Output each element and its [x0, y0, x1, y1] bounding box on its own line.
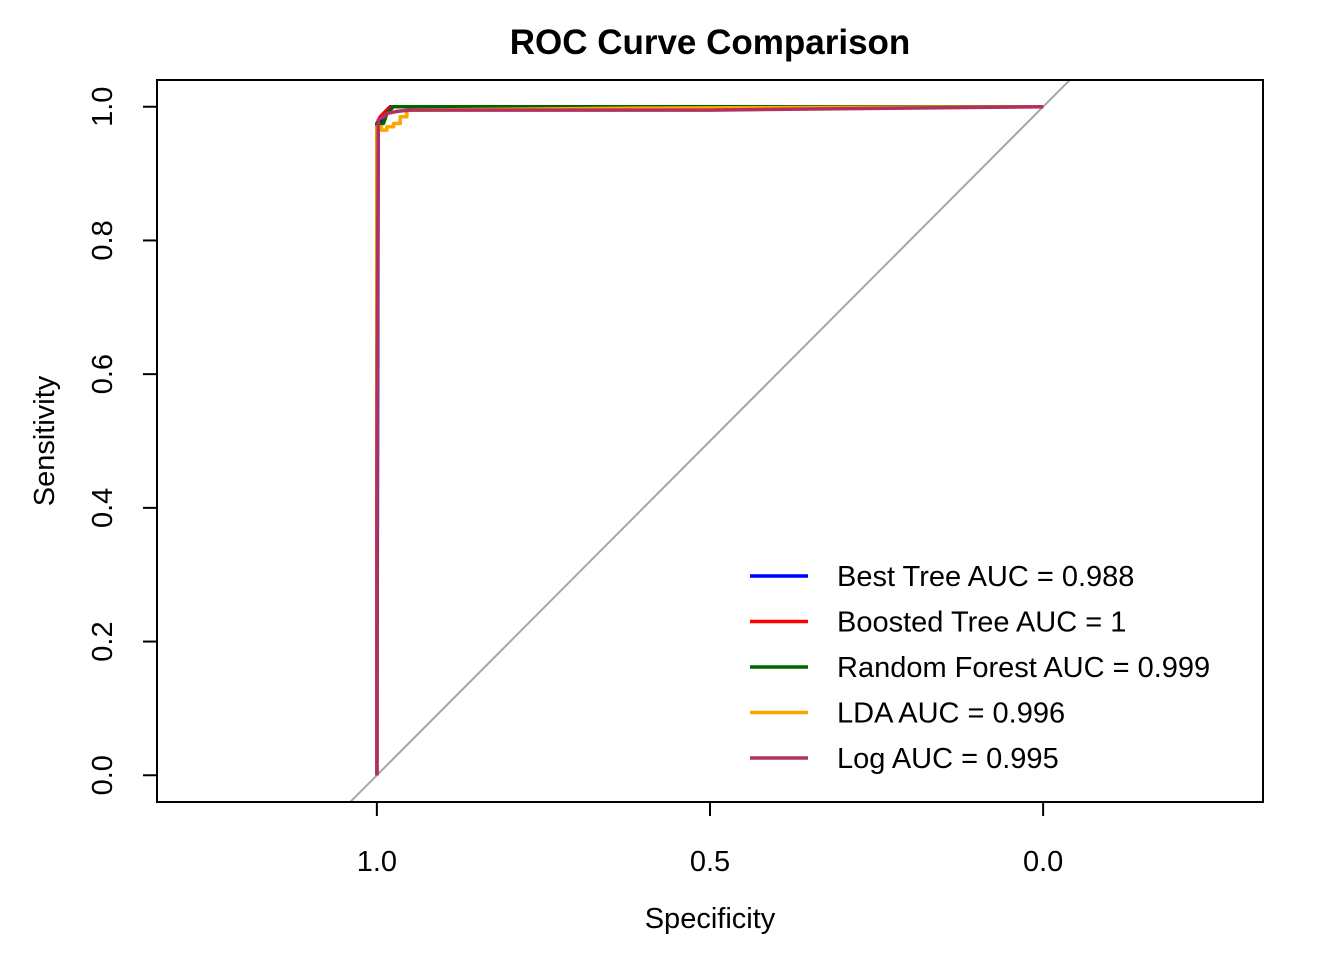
plot-area: 1.0 0.5 0.0 0.0 0.2 0.4 0.6 0.8 1.0 Best Tree AUC… [87, 79, 1264, 878]
y-tick-label-2: 0.2 [87, 621, 119, 661]
legend-label-2: Boosted Tree AUC = 1 [837, 607, 1126, 639]
x-tick-label-2: 0.5 [690, 846, 730, 878]
y-axis-label: Sensitivity [29, 375, 61, 506]
y-tick-label-5: 0.8 [87, 220, 119, 260]
plot-contents [348, 80, 1072, 802]
y-tick-label-3: 0.4 [87, 488, 119, 528]
x-tick-label-1: 1.0 [357, 846, 397, 878]
legend-label-5: Log AUC = 0.995 [837, 743, 1059, 775]
legend-label-4: LDA AUC = 0.996 [837, 698, 1065, 730]
x-tick-label-3: 0.0 [1023, 846, 1063, 878]
legend-label-3: Random Forest AUC = 0.999 [837, 652, 1210, 684]
chart-title: ROC Curve Comparison [510, 23, 911, 62]
legend-label-1: Best Tree AUC = 0.988 [837, 561, 1134, 593]
y-tick-label-1: 0.0 [87, 755, 119, 795]
series-line-5 [375, 104, 1044, 776]
reference-diagonal-line [348, 80, 1072, 802]
legend: Best Tree AUC = 0.988 Boosted Tree AUC = … [750, 561, 1210, 775]
y-tick-label-4: 0.6 [87, 354, 119, 394]
x-axis-label: Specificity [645, 903, 776, 935]
y-tick-label-6: 1.0 [87, 87, 119, 127]
